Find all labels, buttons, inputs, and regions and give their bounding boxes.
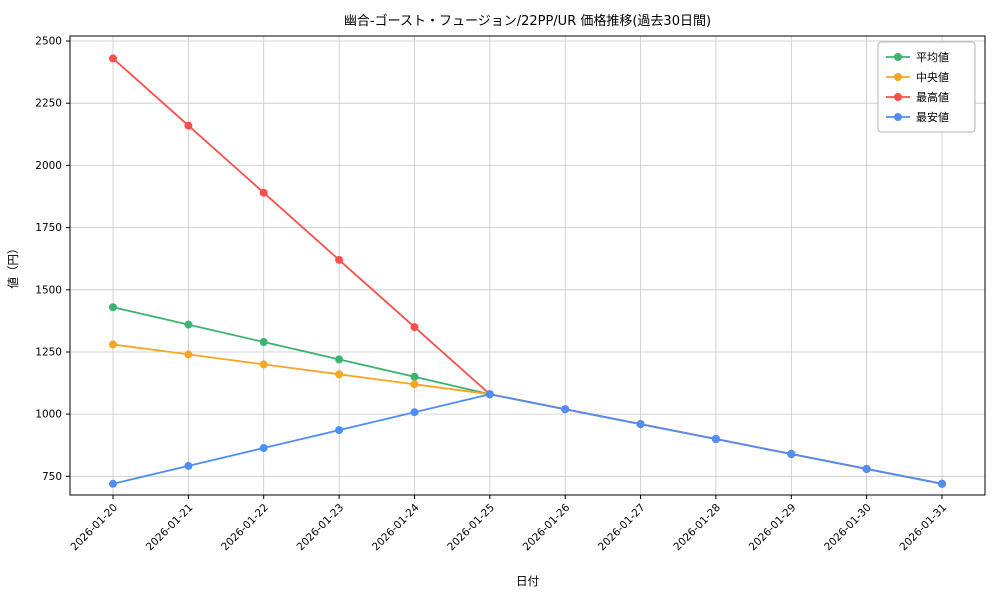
legend-label-average: 平均値 xyxy=(916,51,949,64)
legend-label-lowest: 最安値 xyxy=(916,110,949,124)
series-marker-average xyxy=(410,372,419,381)
chart-title: 幽合-ゴースト・フュージョン/22PP/UR 価格推移(過去30日間) xyxy=(344,13,711,29)
series-marker-highest xyxy=(259,188,268,197)
series-marker-median xyxy=(184,350,193,359)
series-marker-median xyxy=(335,370,344,379)
series-marker-average xyxy=(335,355,344,364)
x-tick-label: 2026-01-21 xyxy=(144,502,196,554)
series-marker-lowest xyxy=(485,390,494,399)
x-tick-label: 2026-01-22 xyxy=(219,502,271,554)
series-marker-median xyxy=(410,380,419,389)
series-marker-lowest xyxy=(561,405,570,414)
series-marker-highest xyxy=(410,323,419,332)
legend-label-median: 中央値 xyxy=(916,71,949,84)
y-tick-label: 2500 xyxy=(35,36,62,48)
x-tick-label: 2026-01-23 xyxy=(295,502,347,554)
legend-marker-average xyxy=(894,53,902,61)
y-tick-label: 1500 xyxy=(35,284,62,296)
series-marker-median xyxy=(109,340,117,349)
series-marker-lowest xyxy=(938,479,946,488)
legend-marker-lowest xyxy=(894,113,902,121)
series-marker-lowest xyxy=(184,461,193,470)
legend-box xyxy=(877,41,976,133)
series-marker-highest xyxy=(109,54,117,63)
series-marker-lowest xyxy=(259,444,268,452)
series-line-lowest xyxy=(112,393,943,485)
legend-marker-median xyxy=(894,73,902,81)
legend-marker-highest xyxy=(894,93,902,101)
y-tick-label: 2000 xyxy=(35,160,62,172)
series-marker-highest xyxy=(335,255,344,264)
series-marker-lowest xyxy=(410,408,419,417)
x-tick-label: 2026-01-29 xyxy=(747,502,799,554)
plot-area-border xyxy=(69,35,986,496)
x-tick-label: 2026-01-24 xyxy=(370,501,422,553)
series-marker-lowest xyxy=(711,435,720,443)
series-marker-lowest xyxy=(787,450,796,458)
y-tick-label: 750 xyxy=(42,471,62,483)
series-marker-lowest xyxy=(109,479,117,488)
series-marker-average xyxy=(109,303,117,312)
x-axis-label: 日付 xyxy=(516,574,539,588)
series-marker-lowest xyxy=(335,426,344,435)
x-tick-label: 2026-01-25 xyxy=(445,502,497,554)
series-marker-median xyxy=(259,360,268,369)
series-marker-lowest xyxy=(636,420,645,429)
x-tick-label: 2026-01-30 xyxy=(822,502,874,554)
series-marker-average xyxy=(259,338,268,346)
x-tick-label: 2026-01-27 xyxy=(596,502,648,554)
y-axis-label: 値（円） xyxy=(6,243,20,289)
series-line-highest xyxy=(112,57,943,485)
y-tick-label: 1250 xyxy=(35,347,62,359)
y-tick-label: 1000 xyxy=(35,409,62,421)
x-tick-label: 2026-01-26 xyxy=(521,501,573,553)
series-marker-highest xyxy=(184,121,193,130)
x-tick-label: 2026-01-31 xyxy=(897,502,949,554)
series-line-average xyxy=(112,306,943,485)
y-tick-label: 1750 xyxy=(35,222,62,234)
series-marker-average xyxy=(184,320,193,329)
x-tick-label: 2026-01-28 xyxy=(671,502,723,554)
y-tick-label: 2250 xyxy=(35,98,62,110)
series-marker-lowest xyxy=(862,464,871,473)
legend-label-highest: 最高値 xyxy=(916,90,949,104)
x-tick-label: 2026-01-20 xyxy=(68,502,120,554)
